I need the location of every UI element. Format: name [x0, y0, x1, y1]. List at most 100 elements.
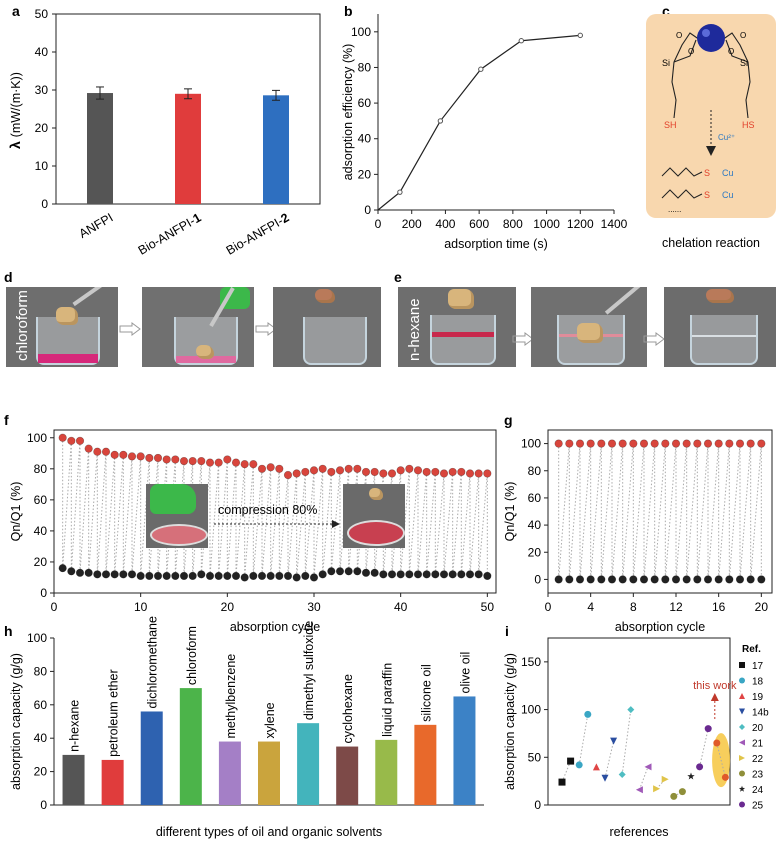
- cycle-connector: [235, 464, 246, 576]
- cycle-connector: [654, 443, 666, 580]
- cu-label-1: Cu: [722, 168, 734, 178]
- legend-marker: [739, 739, 745, 746]
- cycle-connector: [750, 443, 762, 580]
- data-point: [67, 436, 76, 445]
- photo-e-3: [664, 287, 776, 367]
- sponge: [196, 345, 214, 359]
- bar-label: xylene: [263, 702, 277, 738]
- x-axis-label: absorption cycle: [615, 620, 705, 634]
- cycle-connector: [579, 443, 592, 580]
- panel-label-i: i: [505, 623, 509, 639]
- bar-label: dimethyl sulfoxide: [302, 621, 316, 720]
- inset-photo-after: [343, 484, 405, 548]
- data-point: [565, 439, 574, 448]
- cycle-connector: [70, 440, 81, 572]
- data-point: [629, 439, 638, 448]
- y-tick-label: 40: [34, 731, 48, 745]
- bar: [336, 746, 359, 805]
- data-point: [84, 568, 93, 577]
- cycle-connector: [718, 443, 730, 580]
- panel-label-d: d: [4, 269, 13, 285]
- photo-d-2: [142, 287, 254, 367]
- data-point: [335, 466, 345, 475]
- bar-label: cyclohexane: [341, 674, 355, 744]
- data-point: [240, 460, 249, 469]
- data-point: [618, 575, 627, 584]
- y-tick-label: 40: [528, 518, 542, 532]
- cycle-connector: [209, 462, 220, 576]
- data-point: [171, 455, 180, 464]
- data-point: [518, 38, 524, 44]
- x-tick-label: 40: [394, 600, 408, 614]
- legend-marker: [738, 785, 746, 792]
- bar-label: silicone oil: [419, 664, 433, 722]
- series-line: [377, 34, 581, 211]
- x-tick-label: 400: [435, 217, 455, 231]
- data-point: [162, 455, 171, 464]
- cycle-connector: [244, 464, 254, 578]
- data-point: [292, 573, 301, 582]
- data-point: [223, 571, 232, 581]
- y-tick-label: 60: [34, 493, 48, 507]
- petri-dish: [347, 520, 405, 546]
- y-tick-label: 80: [34, 664, 48, 678]
- s-label-1: S: [704, 168, 710, 178]
- data-point: [601, 774, 609, 782]
- data-point: [567, 757, 575, 765]
- cycle-connector: [408, 470, 419, 575]
- bar: [263, 95, 289, 204]
- arrow-icon: [512, 332, 534, 346]
- data-point: [448, 467, 457, 477]
- data-point: [84, 444, 93, 453]
- data-point: [687, 772, 695, 780]
- data-point: [197, 456, 206, 466]
- cycle-connector: [96, 451, 107, 575]
- data-point: [478, 66, 484, 72]
- data-point: [439, 469, 449, 478]
- cycle-connector: [434, 473, 445, 575]
- data-point: [653, 785, 661, 793]
- inset-photo-before: [146, 484, 208, 548]
- y-tick-label: 100: [521, 703, 541, 717]
- bar-label: petroleum ether: [107, 669, 121, 757]
- data-point: [153, 571, 163, 581]
- dyed-chloroform: [38, 354, 98, 363]
- data-point: [249, 460, 258, 469]
- data-point: [101, 447, 111, 456]
- bar: [297, 723, 320, 805]
- data-point: [678, 788, 686, 796]
- ref-connector: [578, 714, 589, 766]
- sponge: [56, 307, 78, 325]
- legend-label: 17: [752, 661, 764, 672]
- legend-label: 19: [752, 692, 764, 703]
- data-point: [205, 571, 215, 581]
- data-point: [671, 439, 681, 448]
- data-point: [586, 575, 595, 584]
- data-point: [465, 570, 475, 579]
- data-point: [93, 447, 102, 456]
- panel-a: a 0 10 20 30 40 50 λ (mW/(m·K)) ANFPI Bio-ANFPI-…: [7, 3, 321, 258]
- cu2-label: Cu²⁺: [718, 133, 735, 142]
- data-point: [639, 575, 649, 584]
- data-point: [757, 439, 766, 448]
- y-tick-label: 100: [521, 437, 541, 451]
- data-point: [483, 571, 492, 581]
- data-point: [635, 786, 643, 794]
- sponge: [706, 289, 734, 303]
- data-point: [413, 466, 423, 475]
- y-axis-label: Qn/Q1 (%): [503, 482, 517, 542]
- s-label-2: S: [704, 190, 710, 200]
- panel-g: g 0 20 40 60 80 100 0 4 8 12 16 20 absorption cycle Q…: [503, 412, 773, 634]
- data-point: [231, 458, 241, 467]
- panel-label-b: b: [344, 3, 353, 19]
- y-tick-label: 150: [521, 655, 541, 669]
- ref-connector: [638, 766, 649, 790]
- cu-label-2: Cu: [722, 190, 734, 200]
- data-point: [554, 575, 563, 584]
- ball-highlight: [702, 29, 710, 37]
- data-point: [397, 189, 403, 195]
- data-point: [703, 575, 713, 584]
- data-point: [179, 571, 189, 581]
- data-point: [153, 453, 163, 463]
